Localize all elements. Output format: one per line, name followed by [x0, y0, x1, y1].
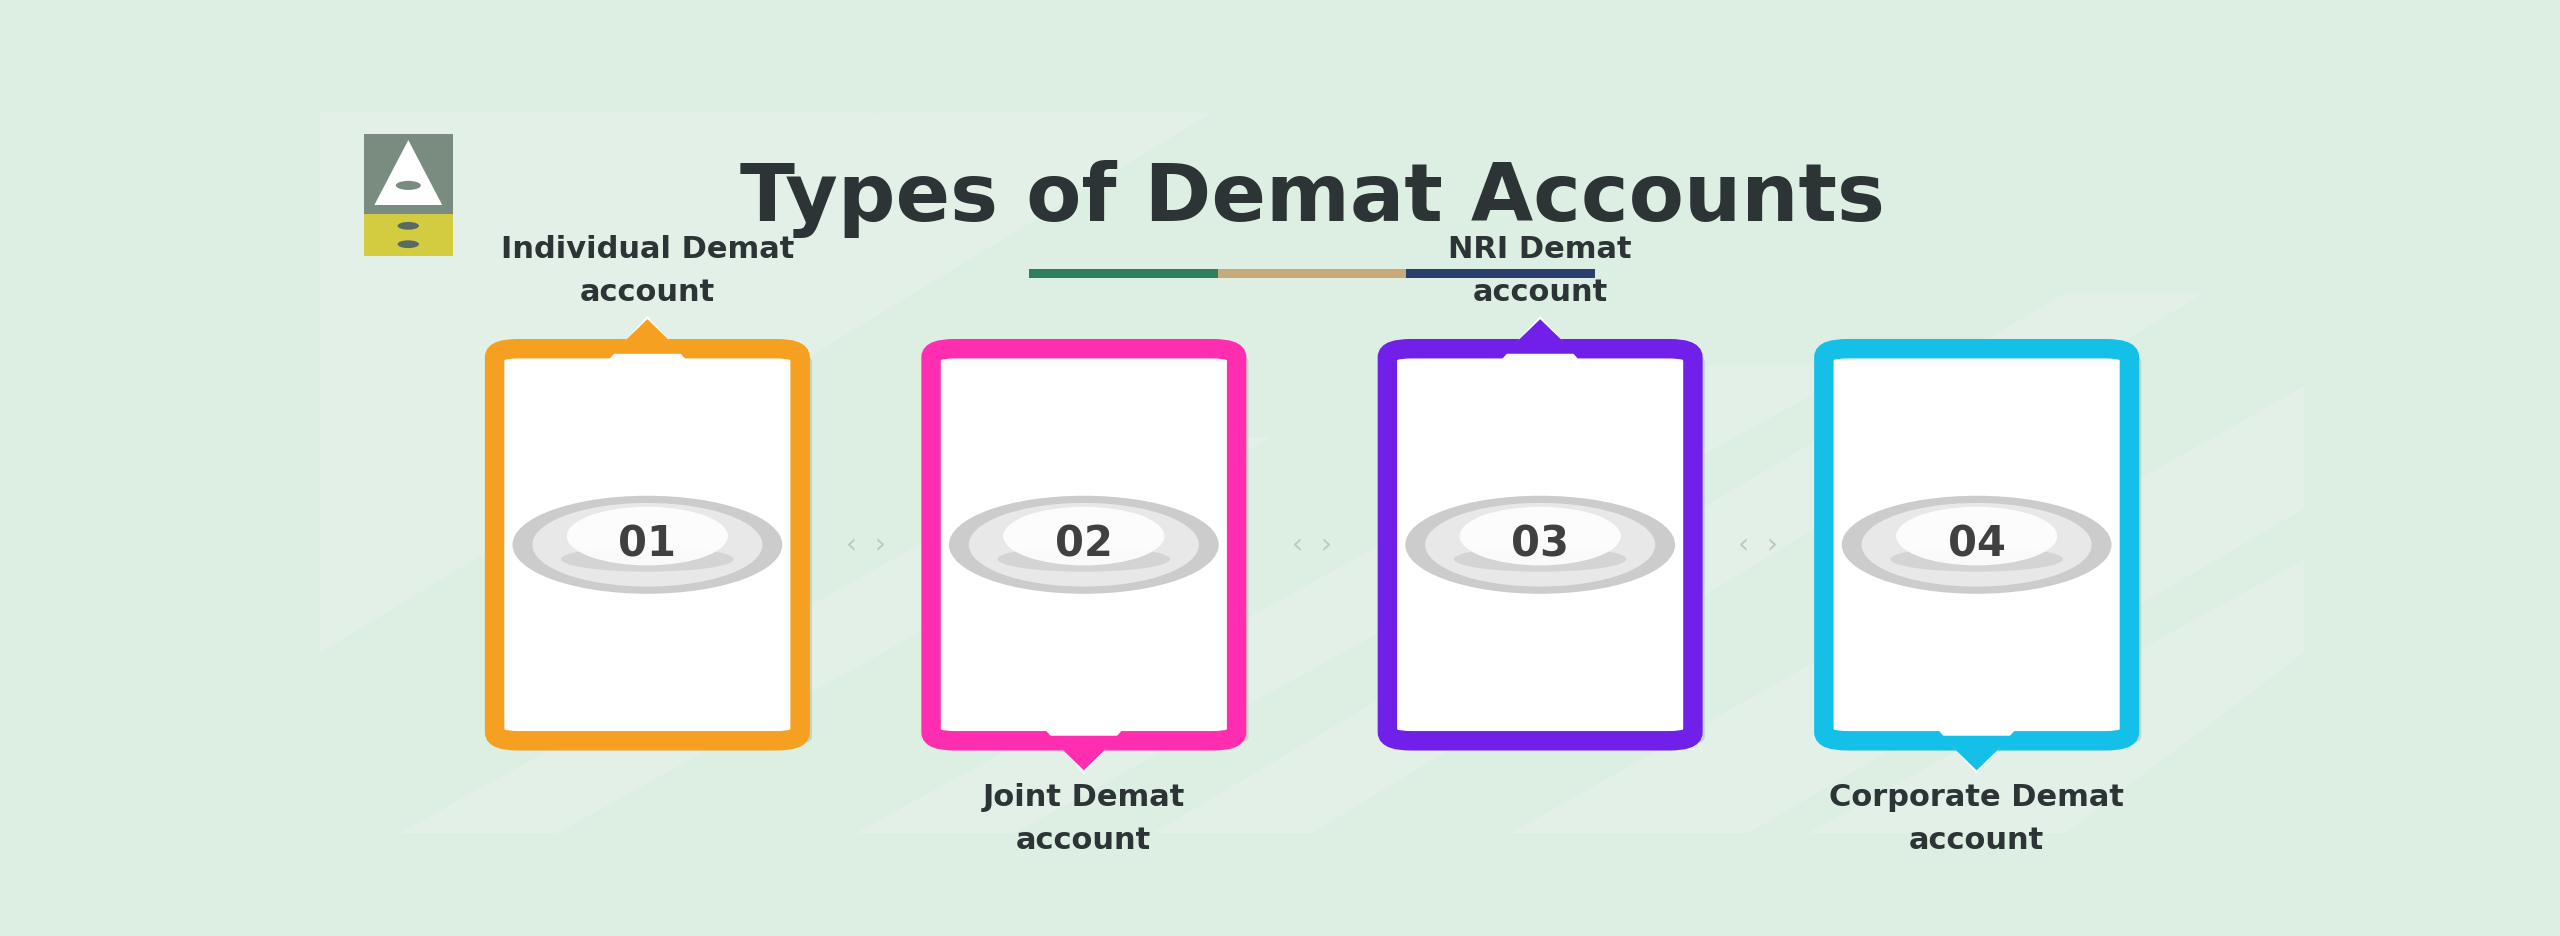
Polygon shape	[320, 112, 1213, 653]
Text: 04: 04	[1948, 524, 2004, 565]
Polygon shape	[1500, 315, 1580, 361]
Polygon shape	[607, 315, 686, 361]
Text: NRI Demat
account: NRI Demat account	[1449, 235, 1631, 307]
Bar	[1219, 269, 1405, 278]
Ellipse shape	[1889, 547, 2063, 572]
Circle shape	[566, 506, 727, 565]
Circle shape	[950, 496, 1219, 593]
FancyBboxPatch shape	[494, 349, 801, 740]
Polygon shape	[399, 436, 1272, 833]
FancyBboxPatch shape	[1388, 349, 1692, 740]
Ellipse shape	[561, 547, 735, 572]
FancyBboxPatch shape	[1400, 353, 1705, 745]
Text: Individual Demat
account: Individual Demat account	[502, 235, 794, 307]
FancyBboxPatch shape	[1836, 353, 2140, 745]
Polygon shape	[1505, 319, 1577, 354]
Polygon shape	[612, 319, 684, 354]
Text: Types of Demat Accounts: Types of Demat Accounts	[740, 160, 1884, 238]
Polygon shape	[1044, 728, 1124, 774]
FancyBboxPatch shape	[507, 353, 812, 745]
Ellipse shape	[998, 547, 1170, 572]
Polygon shape	[1807, 559, 2304, 833]
Text: Corporate Demat
account: Corporate Demat account	[1830, 782, 2125, 855]
Bar	[1405, 269, 1595, 278]
Circle shape	[397, 181, 420, 190]
Circle shape	[968, 503, 1198, 587]
Polygon shape	[1510, 387, 2304, 833]
Circle shape	[512, 496, 783, 593]
Polygon shape	[1938, 728, 2017, 774]
Polygon shape	[1940, 736, 2012, 770]
Circle shape	[397, 222, 420, 229]
Circle shape	[1841, 496, 2112, 593]
Bar	[1029, 269, 1219, 278]
Text: 03: 03	[1510, 524, 1569, 565]
Text: ‹  ›: ‹ ›	[1293, 531, 1331, 559]
Circle shape	[532, 503, 763, 587]
Bar	[364, 134, 453, 213]
Polygon shape	[1047, 736, 1119, 770]
Text: 02: 02	[1055, 524, 1114, 565]
FancyBboxPatch shape	[1823, 349, 2130, 740]
Circle shape	[1405, 496, 1674, 593]
Ellipse shape	[1454, 547, 1626, 572]
Circle shape	[1459, 506, 1620, 565]
FancyBboxPatch shape	[942, 353, 1249, 745]
Circle shape	[397, 241, 420, 248]
Circle shape	[1426, 503, 1656, 587]
Polygon shape	[374, 140, 443, 205]
Text: ‹  ›: ‹ ›	[1738, 531, 1779, 559]
Circle shape	[1897, 506, 2058, 565]
Circle shape	[1861, 503, 2092, 587]
Circle shape	[1004, 506, 1165, 565]
Text: Joint Demat
account: Joint Demat account	[983, 782, 1185, 855]
Bar	[364, 213, 453, 256]
Text: 01: 01	[620, 524, 676, 565]
Polygon shape	[320, 112, 876, 436]
Polygon shape	[855, 364, 1869, 833]
Polygon shape	[1152, 292, 2204, 833]
FancyBboxPatch shape	[932, 349, 1236, 740]
Text: ‹  ›: ‹ ›	[845, 531, 886, 559]
